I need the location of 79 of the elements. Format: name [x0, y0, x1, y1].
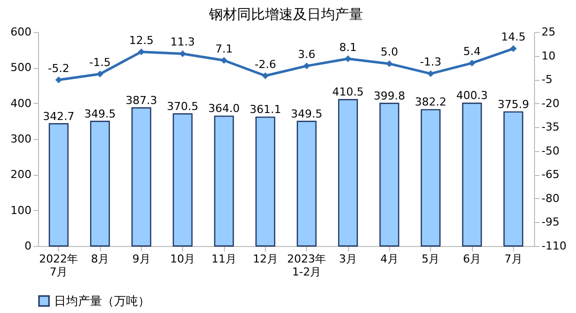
x-tick-label: 12月: [252, 252, 278, 266]
point: [262, 72, 269, 80]
point: [220, 57, 228, 64]
x-tick-label: 10月: [170, 252, 196, 266]
x-tick-label: 9月: [132, 252, 150, 266]
x-tick-label: 2022年 7月: [39, 252, 78, 278]
data-label: 399.8: [374, 89, 406, 102]
y2-tick-label: -80: [542, 192, 560, 205]
data-label: 387.3: [126, 94, 158, 107]
data-label: 342.7: [42, 110, 74, 123]
y-tick-label: 300: [10, 132, 32, 146]
point: [468, 60, 476, 66]
data-label: 364.0: [208, 102, 240, 116]
data-label: 3.6: [298, 48, 316, 61]
point: [510, 45, 517, 52]
point: [138, 48, 145, 56]
y2-tick-label: 25: [542, 26, 556, 38]
data-label: 7.1: [215, 42, 233, 56]
x-tick-label: 6月: [463, 252, 481, 266]
y2-tick-label: 10: [542, 49, 556, 62]
y-tick-label: 500: [10, 61, 32, 74]
x-tick-label: 11月: [212, 252, 236, 266]
legend-label: 日均产量（万吨）: [54, 294, 150, 308]
data-label: -1.3: [420, 56, 442, 69]
bar: [172, 113, 193, 247]
x-tick-label: 5月: [422, 252, 440, 266]
data-label: 370.5: [166, 100, 198, 113]
data-label: -2.6: [254, 58, 276, 71]
data-label: 349.5: [84, 107, 116, 120]
y2-tick-label: -65: [542, 168, 560, 182]
x-tick-label: 4月: [380, 252, 398, 266]
point: [179, 50, 186, 58]
point: [96, 70, 104, 78]
data-label: 361.1: [250, 103, 282, 116]
y-tick-label: 200: [10, 168, 32, 182]
point: [427, 70, 434, 78]
data-label: 14.5: [501, 30, 526, 44]
bar: [90, 120, 110, 247]
data-label: 349.5: [290, 107, 322, 120]
y2-tick-label: -20: [542, 96, 560, 110]
data-label: -1.5: [89, 56, 111, 70]
x-tick-label: 3月: [339, 252, 357, 266]
data-label: 375.9: [498, 98, 530, 111]
data-label: -5.2: [48, 62, 70, 75]
data-label: 11.3: [170, 36, 195, 49]
bar: [131, 107, 152, 247]
data-label: 400.3: [456, 89, 488, 102]
chart-title: 钢材同比增速及日均产量: [208, 7, 363, 23]
point: [344, 55, 352, 62]
y2-tick-label: -110: [542, 240, 566, 252]
y-tick-label: 0: [24, 240, 32, 252]
data-label: 410.5: [332, 86, 364, 99]
data-label: 5.4: [463, 45, 481, 58]
bar: [338, 98, 358, 247]
y2-tick-label: -50: [542, 144, 560, 158]
x-tick-label: 8月: [91, 252, 109, 266]
data-label: 5.0: [380, 46, 398, 59]
point: [386, 60, 393, 68]
x-tick-label: 7月: [504, 252, 522, 266]
bar: [48, 123, 69, 247]
bar: [255, 116, 276, 247]
y2-tick-label: -35: [542, 120, 560, 134]
bar: [296, 120, 317, 247]
point: [55, 76, 62, 84]
data-label: 12.5: [129, 34, 154, 47]
data-label: 8.1: [339, 40, 357, 54]
y-tick-label: 600: [10, 26, 32, 38]
point: [303, 62, 310, 70]
bar: [462, 102, 482, 247]
bar: [420, 109, 441, 247]
y2-tick-label: -5: [542, 73, 552, 86]
bar: [214, 116, 234, 247]
x-tick-label: 2023年 1-2月: [287, 252, 326, 278]
bar: [379, 102, 400, 247]
y-tick-label: 400: [10, 96, 32, 110]
data-label: 382.2: [414, 96, 446, 109]
y2-tick-label: -95: [542, 216, 560, 229]
bar: [503, 111, 524, 247]
y-tick-label: 100: [10, 204, 32, 217]
